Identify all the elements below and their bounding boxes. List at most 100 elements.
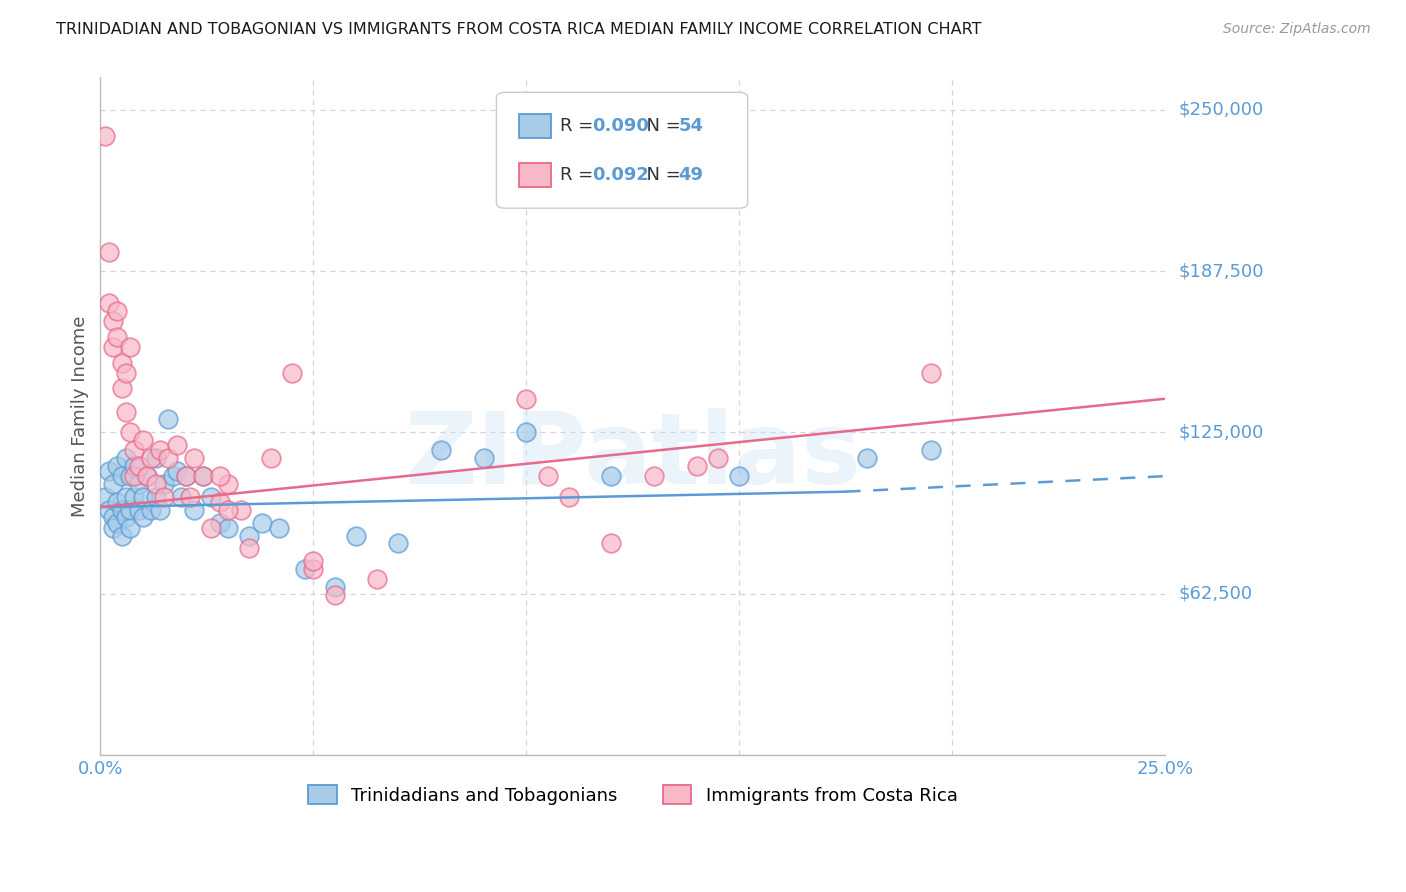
Text: 54: 54: [679, 117, 703, 136]
FancyBboxPatch shape: [519, 163, 551, 187]
Text: Source: ZipAtlas.com: Source: ZipAtlas.com: [1223, 22, 1371, 37]
Text: N =: N =: [636, 117, 686, 136]
Point: [149, 502, 172, 516]
Text: $187,500: $187,500: [1180, 262, 1264, 280]
Point: [166, 464, 188, 478]
Point: [685, 458, 707, 473]
Point: [558, 490, 581, 504]
Text: $250,000: $250,000: [1180, 101, 1264, 119]
Point: [515, 392, 537, 406]
Point: [97, 296, 120, 310]
Point: [208, 469, 231, 483]
Point: [366, 573, 388, 587]
Point: [162, 469, 184, 483]
Text: 0.090: 0.090: [592, 117, 650, 136]
Point: [536, 469, 558, 483]
Point: [111, 381, 134, 395]
Point: [105, 330, 128, 344]
Point: [157, 451, 180, 466]
Point: [120, 425, 142, 440]
Point: [191, 469, 214, 483]
Point: [141, 502, 163, 516]
Point: [101, 521, 124, 535]
Point: [124, 443, 146, 458]
Point: [323, 588, 346, 602]
Point: [600, 469, 623, 483]
Point: [174, 469, 197, 483]
Point: [141, 451, 163, 466]
Point: [111, 502, 134, 516]
Point: [132, 510, 155, 524]
Point: [105, 495, 128, 509]
Point: [170, 490, 193, 504]
Point: [120, 521, 142, 535]
Text: R =: R =: [561, 117, 599, 136]
Point: [208, 516, 231, 530]
Point: [229, 502, 252, 516]
Point: [120, 340, 142, 354]
Point: [93, 128, 115, 143]
Point: [294, 562, 316, 576]
Point: [600, 536, 623, 550]
Point: [115, 510, 138, 524]
Point: [120, 469, 142, 483]
Point: [515, 425, 537, 440]
Point: [111, 528, 134, 542]
Text: TRINIDADIAN AND TOBAGONIAN VS IMMIGRANTS FROM COSTA RICA MEDIAN FAMILY INCOME CO: TRINIDADIAN AND TOBAGONIAN VS IMMIGRANTS…: [56, 22, 981, 37]
Point: [191, 469, 214, 483]
Point: [707, 451, 730, 466]
Point: [120, 502, 142, 516]
Point: [111, 469, 134, 483]
Point: [115, 404, 138, 418]
Point: [250, 516, 273, 530]
Point: [208, 495, 231, 509]
Point: [281, 366, 304, 380]
Point: [157, 412, 180, 426]
FancyBboxPatch shape: [496, 93, 748, 208]
Point: [217, 521, 239, 535]
Point: [145, 490, 167, 504]
Point: [217, 477, 239, 491]
Point: [128, 502, 150, 516]
Text: N =: N =: [636, 166, 686, 184]
Point: [174, 469, 197, 483]
Point: [115, 451, 138, 466]
Point: [387, 536, 409, 550]
Point: [920, 443, 942, 458]
Point: [430, 443, 453, 458]
Text: $62,500: $62,500: [1180, 584, 1253, 603]
Point: [183, 502, 205, 516]
Point: [472, 451, 495, 466]
Point: [101, 340, 124, 354]
Point: [183, 451, 205, 466]
Point: [97, 464, 120, 478]
Point: [136, 469, 159, 483]
Point: [93, 490, 115, 504]
Point: [200, 521, 222, 535]
Point: [920, 366, 942, 380]
Point: [132, 433, 155, 447]
Point: [260, 451, 283, 466]
Point: [97, 502, 120, 516]
Point: [105, 516, 128, 530]
Point: [856, 451, 879, 466]
Point: [124, 469, 146, 483]
FancyBboxPatch shape: [519, 114, 551, 138]
Point: [269, 521, 291, 535]
Point: [145, 477, 167, 491]
Point: [97, 244, 120, 259]
Point: [101, 477, 124, 491]
Text: 49: 49: [679, 166, 703, 184]
Point: [302, 562, 325, 576]
Point: [728, 469, 751, 483]
Point: [145, 451, 167, 466]
Point: [302, 554, 325, 568]
Point: [643, 469, 665, 483]
Point: [105, 304, 128, 318]
Point: [344, 528, 367, 542]
Point: [136, 469, 159, 483]
Point: [166, 438, 188, 452]
Point: [217, 502, 239, 516]
Text: ZIPatlas: ZIPatlas: [405, 409, 860, 506]
Point: [115, 366, 138, 380]
